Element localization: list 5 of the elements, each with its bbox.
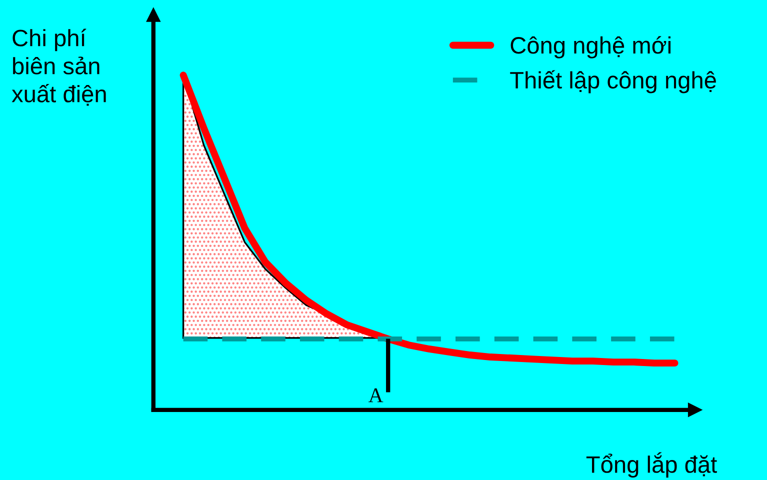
legend-label: Thiết lập công nghệ [510, 70, 716, 94]
y-axis-title: Chi phí biên sản xuất điện [12, 28, 106, 106]
legend-label: Công nghệ mới [510, 36, 670, 58]
x-axis-title: Tổng lắp đặt [586, 452, 717, 478]
annotation: A [368, 388, 384, 402]
